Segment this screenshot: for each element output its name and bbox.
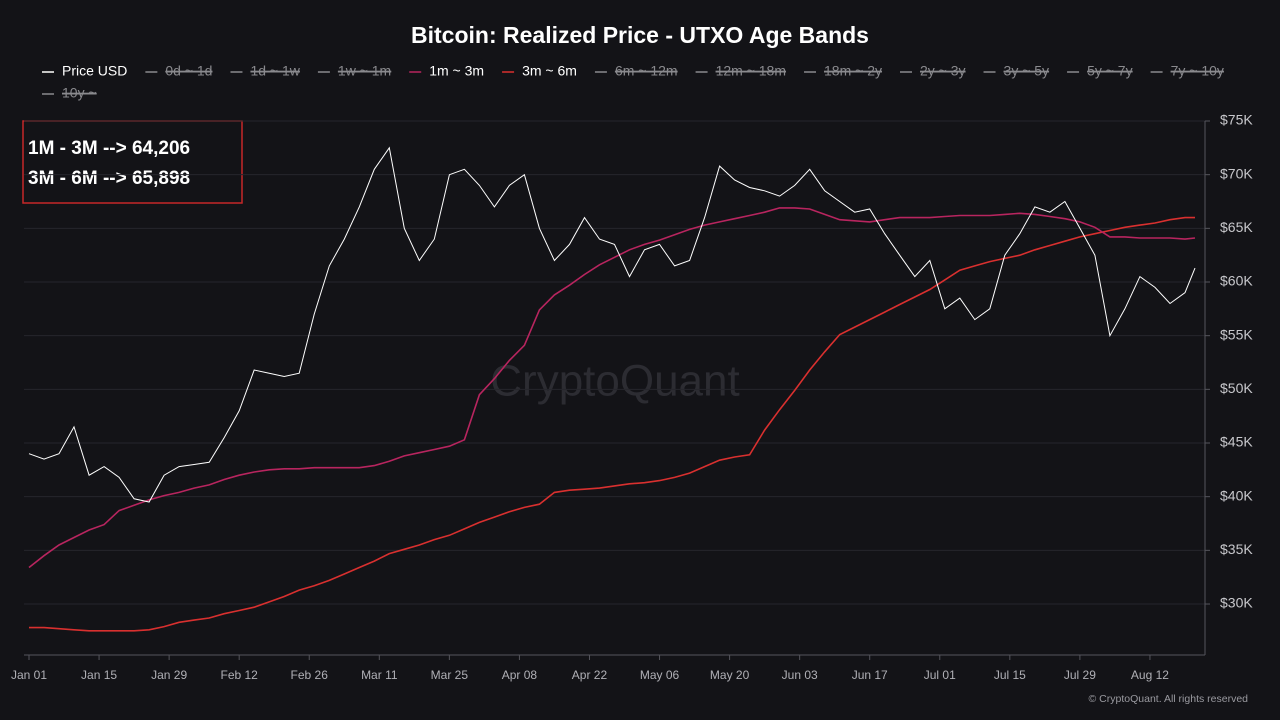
legend-item: 7y ~ 10y: [1150, 63, 1224, 79]
legend-item: 3y ~ 5y: [983, 63, 1050, 79]
series-line: [28, 146, 1196, 503]
legend-item: 18m ~ 2y: [804, 63, 882, 79]
x-tick-label: Jul 01: [924, 668, 956, 682]
legend-label: 5y ~ 7y: [1087, 63, 1133, 79]
x-tick-label: May 06: [640, 668, 680, 682]
series-line: [29, 216, 1195, 632]
y-tick-label: $65K: [1220, 219, 1253, 235]
series-line: [28, 207, 1196, 569]
y-tick-label: $70K: [1220, 165, 1253, 181]
legend-label: 1m ~ 3m: [429, 63, 484, 79]
legend-label: 18m ~ 2y: [824, 63, 882, 79]
x-tick-label: Jan 29: [151, 668, 187, 682]
legend-item: Price USD: [42, 63, 127, 79]
chart-title: Bitcoin: Realized Price - UTXO Age Bands: [411, 22, 869, 48]
legend-label: Price USD: [62, 63, 127, 79]
watermark: CryptoQuant: [490, 357, 739, 406]
x-tick-label: May 20: [710, 668, 750, 682]
x-tick-label: Apr 22: [572, 668, 608, 682]
legend-item: 1d ~ 1w: [230, 63, 301, 79]
x-tick-label: Feb 26: [291, 668, 329, 682]
legend-label: 7y ~ 10y: [1171, 63, 1224, 79]
legend-item: 1m ~ 3m: [409, 63, 484, 79]
legend-label: 3y ~ 5y: [1004, 63, 1050, 79]
x-tick-label: Jun 17: [852, 668, 888, 682]
legend-item: 2y ~ 3y: [900, 63, 966, 79]
legend-label: 10y ~: [62, 85, 97, 101]
y-tick-label: $30K: [1220, 595, 1253, 611]
footer: © CryptoQuant. All rights reserved: [1089, 693, 1249, 705]
y-tick-label: $55K: [1220, 326, 1253, 342]
x-tick-label: Mar 25: [431, 668, 469, 682]
y-tick-label: $45K: [1220, 434, 1253, 450]
legend-item: 1w ~ 1m: [317, 63, 392, 79]
x-tick-label: Jun 03: [782, 668, 818, 682]
x-tick-label: Mar 11: [361, 668, 398, 682]
y-tick-label: $40K: [1220, 487, 1253, 503]
legend-label: 12m ~ 18m: [716, 63, 786, 79]
y-tick-label: $75K: [1220, 112, 1253, 128]
x-tick-label: Jan 15: [81, 668, 117, 682]
x-tick-label: Feb 12: [221, 668, 259, 682]
x-tick-label: Apr 08: [502, 668, 538, 682]
x-tick-label: Jul 29: [1064, 668, 1096, 682]
annotation: 1M - 3M --> 64,206: [28, 138, 190, 159]
x-tick-label: Jan 01: [11, 668, 47, 682]
y-tick-label: $50K: [1220, 380, 1253, 396]
y-tick-label: $35K: [1220, 541, 1253, 557]
legend-label: 1w ~ 1m: [338, 63, 391, 79]
legend-item: 12m ~ 18m: [695, 63, 787, 79]
legend-item: 0d ~ 1d: [145, 63, 213, 79]
legend-label: 6m ~ 12m: [615, 63, 678, 79]
x-tick-label: Jul 15: [994, 668, 1026, 682]
legend-label: 1d ~ 1w: [250, 63, 300, 79]
legend-label: 0d ~ 1d: [165, 63, 212, 79]
legend-label: 2y ~ 3y: [920, 63, 966, 79]
legend-item: 6m ~ 12m: [594, 63, 678, 79]
legend-label: 3m ~ 6m: [522, 63, 577, 79]
legend-item: 5y ~ 7y: [1067, 63, 1133, 79]
y-tick-label: $60K: [1220, 273, 1253, 289]
annotation: 3M - 6M --> 65,898: [28, 168, 190, 189]
x-tick-label: Aug 12: [1131, 668, 1169, 682]
legend-item: 3m ~ 6m: [502, 63, 577, 79]
legend-item: 10y ~: [42, 85, 97, 101]
